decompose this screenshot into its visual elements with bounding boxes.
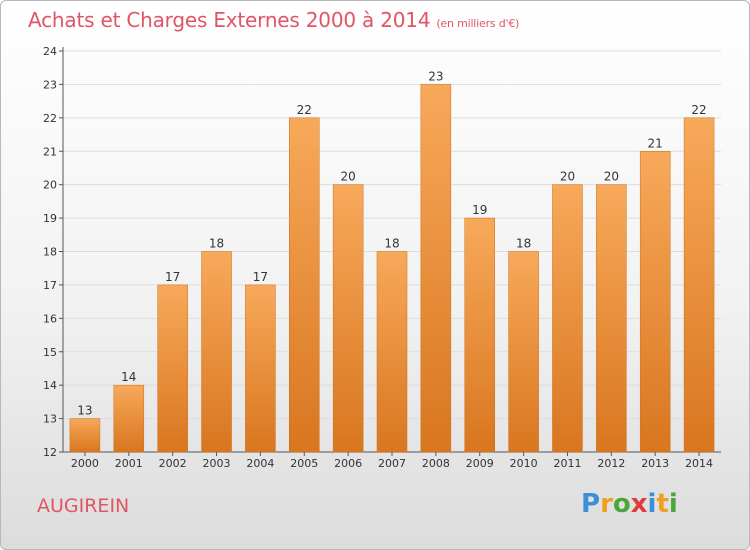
bar xyxy=(596,184,627,453)
bar xyxy=(508,251,539,453)
data-labels: 13 14 17 18 17 22 20 18 23 19 18 20 20 21 22 xyxy=(77,69,706,417)
logo-letter: i xyxy=(647,489,657,519)
x-tick-label: 2007 xyxy=(378,457,406,470)
logo-letter: t xyxy=(656,489,669,519)
y-tick-label: 19 xyxy=(43,212,57,225)
chart-title-text: Achats et Charges Externes 2000 à 2014 xyxy=(28,8,431,32)
axes: 12 13 14 15 16 17 18 19 20 21 22 23 24 2000 2001 2002 20… xyxy=(43,45,721,470)
data-label: 23 xyxy=(428,69,443,83)
data-label: 14 xyxy=(121,370,136,384)
y-tick-label: 22 xyxy=(43,112,57,125)
y-tick-label: 15 xyxy=(43,346,57,359)
x-tick-label: 2009 xyxy=(466,457,494,470)
y-tick-label: 17 xyxy=(43,279,57,292)
chart-subtitle: (en milliers d'€) xyxy=(436,17,520,30)
bar xyxy=(683,117,715,453)
data-label: 17 xyxy=(165,270,180,284)
x-tick-label: 2001 xyxy=(115,457,143,470)
x-tick-label: 2000 xyxy=(71,457,99,470)
data-label: 17 xyxy=(253,270,268,284)
bar xyxy=(332,184,364,453)
bar xyxy=(289,117,320,453)
bar xyxy=(639,151,671,453)
data-label: 13 xyxy=(77,404,92,418)
logo-letter: r xyxy=(600,489,613,519)
x-tick-label: 2012 xyxy=(597,457,625,470)
y-tick-label: 12 xyxy=(43,446,57,459)
data-label: 20 xyxy=(340,170,355,184)
bar xyxy=(552,184,583,453)
data-label: 18 xyxy=(384,237,399,251)
bar xyxy=(245,284,276,453)
chart-title: Achats et Charges Externes 2000 à 2014 (e… xyxy=(28,8,519,32)
x-tick-label: 2013 xyxy=(641,457,669,470)
bar xyxy=(464,217,495,453)
data-label: 21 xyxy=(648,136,663,150)
data-label: 22 xyxy=(691,103,706,117)
logo-letter: x xyxy=(630,489,648,519)
x-tick-label: 2011 xyxy=(553,457,581,470)
x-tick-label: 2004 xyxy=(246,457,274,470)
bar xyxy=(157,284,188,453)
x-tick-label: 2014 xyxy=(685,457,713,470)
data-label: 18 xyxy=(209,237,224,251)
data-label: 22 xyxy=(297,103,312,117)
y-tick-label: 23 xyxy=(43,78,57,91)
y-tick-label: 18 xyxy=(43,246,57,259)
logo-letter: P xyxy=(581,489,601,519)
bar xyxy=(69,418,101,453)
y-tick-label: 21 xyxy=(43,145,57,158)
y-tick-label: 16 xyxy=(43,312,57,325)
bar xyxy=(420,84,452,453)
x-tick-label: 2003 xyxy=(203,457,231,470)
bar xyxy=(201,251,232,453)
y-tick-label: 14 xyxy=(43,379,57,392)
bar xyxy=(376,251,408,453)
y-tick-label: 24 xyxy=(43,45,57,58)
logo-letter: i xyxy=(668,489,678,519)
data-label: 20 xyxy=(604,170,619,184)
x-tick-label: 2002 xyxy=(159,457,187,470)
proxiti-logo[interactable]: Proxiti xyxy=(581,489,678,519)
x-tick-label: 2008 xyxy=(422,457,450,470)
commune-name: AUGIREIN xyxy=(37,495,130,517)
y-tick-label: 13 xyxy=(43,413,57,426)
bars xyxy=(69,84,715,453)
data-label: 19 xyxy=(472,203,487,217)
x-tick-label: 2006 xyxy=(334,457,362,470)
data-label: 18 xyxy=(516,237,531,251)
data-label: 20 xyxy=(560,170,575,184)
x-tick-label: 2005 xyxy=(290,457,318,470)
bar xyxy=(113,384,145,453)
y-tick-label: 20 xyxy=(43,179,57,192)
x-tick-label: 2010 xyxy=(510,457,538,470)
logo-letter: o xyxy=(612,489,631,519)
